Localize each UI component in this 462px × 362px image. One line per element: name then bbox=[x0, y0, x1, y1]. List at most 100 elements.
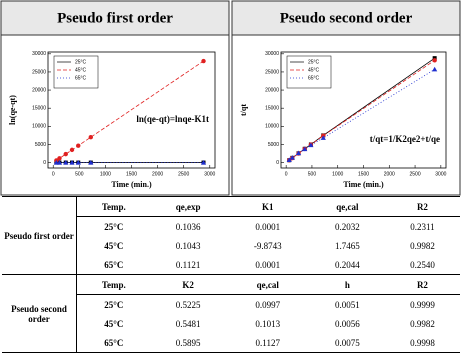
x-tick-label: 0 bbox=[285, 171, 288, 177]
table-cell: 0.5895 bbox=[150, 333, 226, 353]
results-table: Pseudo first order Temp. qe,exp K1 qe,cal R2 2… bbox=[2, 196, 460, 353]
marker bbox=[308, 142, 314, 148]
marker bbox=[63, 159, 69, 165]
table-cell: 1.7465 bbox=[334, 240, 360, 251]
table-cell: R2 bbox=[384, 274, 460, 295]
equation: t/qt=1/K2qe2+t/qe bbox=[370, 134, 440, 144]
x-axis-label: Time (min.) bbox=[343, 180, 384, 189]
legend-label: 45°C bbox=[308, 67, 320, 73]
table-row: 65°C 0.1121 0.0001 0.2044 0.2540 bbox=[2, 255, 460, 275]
marker bbox=[75, 159, 81, 165]
panel-header bbox=[231, 0, 461, 36]
table-cell: qe,cal bbox=[225, 274, 310, 295]
legend-box bbox=[286, 55, 332, 89]
marker bbox=[69, 147, 75, 153]
y-tick-label: 0 bbox=[276, 160, 279, 166]
table-cell: qe,cal bbox=[309, 196, 385, 217]
y-tick-label: 25000 bbox=[265, 69, 279, 75]
marker bbox=[63, 151, 68, 157]
y-tick-label: 0 bbox=[43, 160, 46, 166]
equation: ln(qe-qt)=lnqe-K1t bbox=[136, 114, 209, 124]
table-cell: Pseudo second order bbox=[2, 274, 77, 353]
table-cell: 0.0075 bbox=[309, 333, 385, 353]
y-tick-label: 10000 bbox=[265, 124, 279, 130]
marker bbox=[69, 159, 75, 165]
x-tick-label: 1000 bbox=[100, 171, 111, 177]
marker bbox=[302, 146, 308, 152]
table-row: 65°C 0.5895 0.1127 0.0075 0.9998 bbox=[2, 333, 460, 353]
y-tick-label: 25000 bbox=[32, 69, 46, 75]
table-cell: -9.8743 bbox=[253, 240, 282, 251]
table-cell: K1 bbox=[225, 196, 310, 217]
table-cell: 0.0001 bbox=[255, 221, 281, 232]
table-cell: Temp. bbox=[76, 274, 151, 295]
marker bbox=[57, 156, 62, 161]
x-tick-label: 2500 bbox=[178, 171, 189, 177]
table-header: Pseudo first order Temp. qe,exp K1 qe,cal R2 bbox=[2, 196, 460, 275]
legend-label: 25°C bbox=[308, 59, 320, 65]
panel-title: Pseudo second order bbox=[280, 10, 413, 26]
table-cell: 65°C bbox=[76, 333, 151, 353]
table-cell: 0.2032 bbox=[334, 221, 360, 232]
table-row: 25°C 0.5225 0.0997 0.0051 0.9999 bbox=[2, 295, 460, 315]
legend-label: 45°C bbox=[75, 67, 87, 73]
x-tick-label: 1000 bbox=[332, 171, 343, 177]
table-cell: 0.1036 bbox=[175, 221, 201, 232]
table-cell: 0.2540 bbox=[410, 259, 435, 270]
marker bbox=[56, 159, 63, 165]
marker bbox=[289, 155, 295, 160]
legend-label: 65°C bbox=[308, 75, 320, 81]
y-axis-label: ln(qe-qt) bbox=[8, 95, 17, 125]
marker bbox=[88, 134, 93, 140]
x-tick-label: 3000 bbox=[204, 171, 215, 177]
marker bbox=[88, 159, 94, 165]
marker bbox=[432, 58, 437, 63]
x-tick-label: 3000 bbox=[435, 171, 446, 177]
marker bbox=[320, 135, 326, 140]
table-cell: 0.9999 bbox=[410, 299, 435, 310]
marker bbox=[432, 66, 438, 72]
y-tick-label: 5000 bbox=[35, 142, 46, 148]
x-tick-label: 2500 bbox=[410, 171, 421, 177]
table-header: Pseudo second order Temp. K2 qe,cal h R2 bbox=[2, 274, 460, 353]
y-tick-label: 20000 bbox=[265, 87, 279, 93]
table-cell: 45°C bbox=[104, 318, 124, 329]
marker bbox=[76, 143, 81, 148]
panel-header bbox=[0, 0, 230, 36]
y-axis-label: t/qt bbox=[239, 104, 248, 116]
table-cell: Temp. bbox=[76, 196, 151, 217]
legend-box bbox=[53, 55, 99, 89]
table-cell: 0.5225 bbox=[175, 299, 201, 310]
x-tick-label: 500 bbox=[75, 171, 84, 177]
table-cell: 0.0051 bbox=[334, 299, 360, 310]
table-row: 25°C 0.1036 0.0001 0.2032 0.2311 bbox=[2, 217, 460, 237]
table-cell: K2 bbox=[150, 274, 226, 295]
x-tick-label: 500 bbox=[308, 171, 317, 177]
table-cell: 0.1121 bbox=[175, 259, 201, 270]
table-cell: 0.0056 bbox=[334, 318, 360, 329]
table-cell: 0.9998 bbox=[384, 333, 460, 353]
y-tick-label: 15000 bbox=[265, 106, 279, 112]
table-cell: R2 bbox=[384, 196, 460, 217]
table-cell: 65°C bbox=[104, 259, 124, 270]
table-cell: qe,exp bbox=[150, 196, 226, 217]
charts: Pseudo first order 0 500 1000 1500 2000 2500 30… bbox=[0, 0, 461, 196]
table-cell: Pseudo first order bbox=[2, 196, 77, 275]
table-cell: 25°C bbox=[104, 221, 124, 232]
table-cell: 0.0997 bbox=[255, 299, 281, 310]
table-cell: 0.0001 bbox=[255, 259, 281, 270]
table-cell: 0.2311 bbox=[410, 221, 435, 232]
x-tick-label: 1500 bbox=[358, 171, 369, 177]
y-tick-label: 30000 bbox=[32, 51, 46, 57]
table-cell: 0.1013 bbox=[255, 318, 281, 329]
table-cell: 0.2044 bbox=[334, 259, 360, 270]
panel-title: Pseudo first order bbox=[57, 10, 173, 26]
table-cell: 0.5481 bbox=[175, 318, 201, 329]
table-cell: 0.9982 bbox=[410, 318, 435, 329]
marker bbox=[200, 159, 207, 165]
legend-label: 25°C bbox=[75, 59, 87, 65]
table-cell: h bbox=[309, 274, 385, 295]
table-cell: 25°C bbox=[104, 299, 124, 310]
table-cell: 0.1127 bbox=[225, 333, 310, 353]
